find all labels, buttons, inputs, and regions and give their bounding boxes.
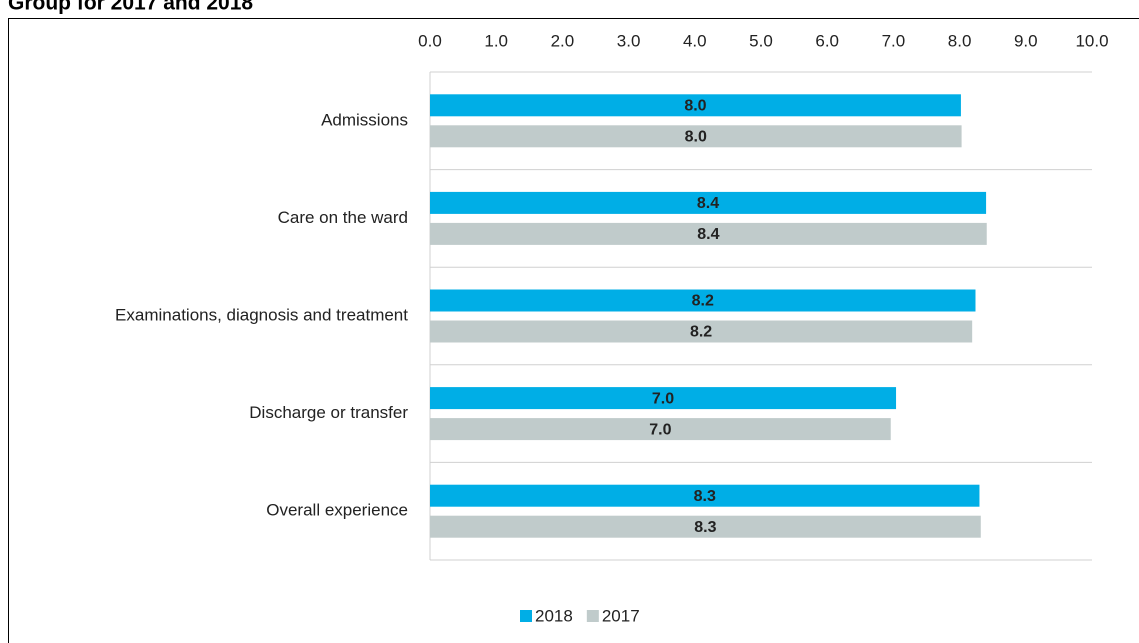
x-tick-label: 7.0: [882, 31, 906, 50]
x-tick-label: 1.0: [484, 31, 508, 50]
bar: [430, 387, 897, 410]
bar: [430, 94, 961, 117]
x-tick-label: 9.0: [1014, 31, 1038, 50]
y-tick-label: Examinations, diagnosis and treatment: [115, 305, 408, 324]
value-label: 8.4: [697, 226, 719, 243]
legend-label: 2017: [602, 606, 640, 625]
value-label: 8.0: [684, 98, 706, 115]
y-tick-label: Admissions: [321, 110, 408, 129]
value-label: 8.3: [694, 488, 716, 505]
bar: [430, 191, 987, 214]
bar: [430, 484, 980, 507]
chart-title: Group for 2017 and 2018: [8, 0, 253, 15]
bar: [430, 418, 891, 441]
value-label: 7.0: [652, 390, 674, 407]
legend-label: 2018: [535, 606, 573, 625]
x-tick-label: 2.0: [551, 31, 575, 50]
value-label: 7.0: [649, 421, 671, 438]
x-tick-label: 5.0: [749, 31, 773, 50]
value-label: 8.2: [690, 324, 712, 341]
y-tick-label: Care on the ward: [278, 208, 408, 227]
x-tick-label: 6.0: [815, 31, 839, 50]
bar: [430, 515, 981, 538]
x-tick-label: 4.0: [683, 31, 707, 50]
value-label: 8.0: [685, 129, 707, 146]
value-label: 8.3: [694, 519, 716, 536]
bar: [430, 222, 987, 245]
bar: [430, 125, 962, 148]
bar: [430, 289, 976, 312]
x-tick-label: 3.0: [617, 31, 641, 50]
x-tick-label: 0.0: [418, 31, 442, 50]
value-label: 8.2: [692, 293, 714, 310]
x-tick-label: 10.0: [1075, 31, 1108, 50]
x-tick-label: 8.0: [948, 31, 972, 50]
y-tick-label: Overall experience: [266, 501, 408, 520]
bar: [430, 320, 973, 343]
y-tick-label: Discharge or transfer: [249, 403, 408, 422]
legend-swatch: [520, 610, 532, 622]
value-label: 8.4: [697, 195, 719, 212]
legend-swatch: [586, 610, 599, 622]
chart-frame: [8, 18, 1139, 643]
